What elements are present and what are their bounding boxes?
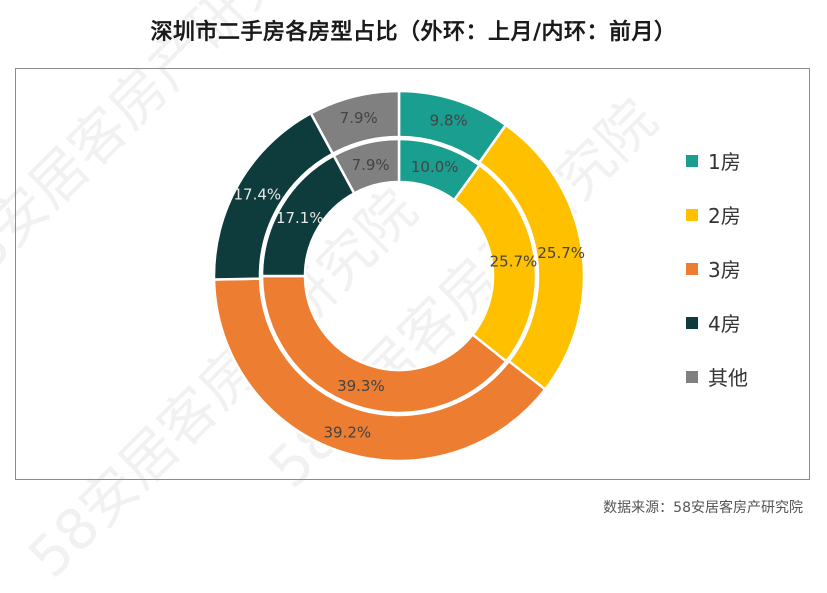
- inner-ring-label-5: 7.9%: [352, 156, 390, 174]
- chart-title: 深圳市二手房各房型占比（外环：上月/内环：前月）: [150, 20, 677, 45]
- legend-swatch-1: [686, 155, 698, 167]
- legend-swatch-4: [686, 317, 698, 329]
- legend-label-2: 2房: [708, 204, 741, 228]
- outer-ring-label-2: 25.7%: [537, 244, 585, 262]
- outer-ring-label-3: 39.2%: [324, 424, 372, 442]
- legend-swatch-3: [686, 263, 698, 275]
- outer-ring-label-1: 9.8%: [430, 112, 468, 130]
- double-donut-chart: 9.8% 25.7% 39.2% 17.4% 7.9% 10.0% 25.7% 39.3% 17…: [212, 89, 748, 463]
- inner-ring-slice-5: [332, 137, 401, 196]
- inner-ring-label-3: 39.3%: [337, 377, 385, 395]
- inner-ring-slice-3: [260, 274, 508, 415]
- inner-ring-label-1: 10.0%: [411, 158, 459, 176]
- source-note: 数据来源：58安居客房产研究院: [603, 500, 803, 516]
- legend-label-5: 其他: [708, 366, 748, 390]
- legend-label-1: 1房: [708, 150, 741, 174]
- chart-frame: [15, 68, 810, 480]
- legend-label-4: 4房: [708, 312, 741, 336]
- inner-ring-label-4: 17.1%: [276, 209, 324, 227]
- outer-ring-label-4: 17.4%: [233, 185, 281, 203]
- inner-ring-label-2: 25.7%: [490, 252, 538, 270]
- legend-swatch-2: [686, 209, 698, 221]
- legend-label-3: 3房: [708, 258, 741, 282]
- outer-ring-slice-5: [309, 89, 401, 156]
- outer-ring-slice-3: [212, 277, 547, 463]
- outer-ring-label-5: 7.9%: [340, 109, 378, 127]
- legend-swatch-5: [686, 371, 698, 383]
